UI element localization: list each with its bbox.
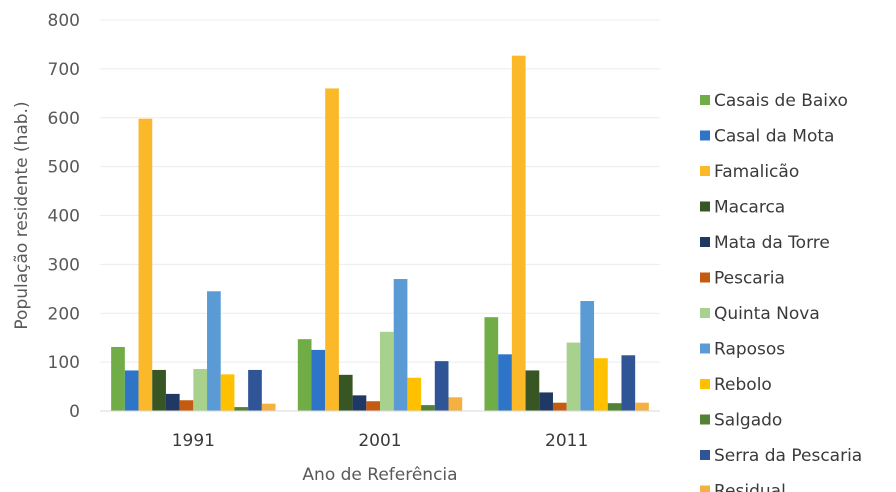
legend-label: Quinta Nova: [714, 304, 820, 324]
legend-label: Mata da Torre: [714, 233, 830, 253]
y-tick-label: 400: [48, 207, 80, 227]
bar: [248, 369, 262, 411]
bar: [311, 349, 326, 411]
y-tick-label: 100: [48, 353, 80, 373]
bar: [338, 374, 353, 411]
x-category-label: 1991: [172, 431, 215, 451]
bar: [220, 374, 235, 411]
legend-swatch: [700, 308, 710, 318]
y-tick-label: 300: [48, 255, 80, 275]
y-tick-label: 500: [48, 158, 80, 178]
gridlines: [100, 19, 660, 363]
legend-label: Rebolo: [714, 375, 772, 395]
y-tick-label: 200: [48, 304, 80, 324]
bar: [580, 301, 595, 411]
legend-swatch: [700, 95, 710, 105]
bar: [380, 331, 394, 411]
legend-label: Pescaria: [714, 269, 785, 289]
legend-swatch: [700, 379, 710, 389]
y-tick-label: 700: [48, 60, 80, 80]
legend-label: Casal da Mota: [714, 127, 834, 147]
legend-swatch: [700, 272, 710, 283]
bar: [421, 405, 435, 411]
bar: [179, 400, 194, 411]
legend-swatch: [700, 343, 710, 354]
bar: [511, 55, 526, 412]
x-axis-title: Ano de Referência: [302, 465, 457, 485]
y-tick-label: 600: [48, 109, 80, 129]
y-axis-ticks: 0 100 200 300 400 500 600 700 800: [48, 11, 80, 422]
legend-swatch: [700, 166, 710, 176]
legend-label: Macarca: [714, 198, 785, 218]
legend-label: Residual: [714, 482, 786, 492]
bar: [261, 403, 276, 411]
legend-label: Serra da Pescaria: [714, 446, 862, 466]
bar: [366, 401, 380, 411]
y-tick-label: 0: [69, 402, 80, 422]
bar: [297, 339, 312, 411]
y-axis-title: População residente (hab.): [12, 101, 32, 329]
bar: [552, 402, 567, 411]
legend-label: Casais de Baixo: [714, 91, 848, 111]
bar: [207, 291, 221, 411]
legend-swatch: [700, 201, 710, 212]
bar: [525, 370, 540, 411]
bar: [434, 361, 449, 411]
bar: [407, 377, 422, 411]
bar: [498, 354, 512, 411]
bar: [124, 370, 139, 411]
bar: [594, 358, 608, 411]
legend-label: Raposos: [714, 340, 785, 360]
bar: [448, 397, 463, 411]
bar: [165, 393, 180, 411]
legend-label: Famalicão: [714, 162, 799, 182]
legend-swatch: [700, 414, 710, 425]
legend-label: Salgado: [714, 411, 782, 431]
bar: [325, 88, 339, 412]
bar: [138, 118, 153, 411]
bar: [352, 395, 367, 411]
legend-swatch: [700, 130, 710, 141]
bar: [607, 403, 622, 411]
legend: Casais de Baixo Casal da Mota Famalicão Mac…: [700, 91, 862, 492]
bar: [152, 369, 166, 411]
bar: [621, 355, 636, 411]
x-category-label: 2001: [358, 431, 401, 451]
x-axis-categories: 1991 2001 2011: [172, 431, 589, 451]
legend-swatch: [700, 237, 710, 247]
bars: [111, 55, 649, 412]
bar: [566, 342, 581, 411]
bar: [234, 407, 249, 411]
bar: [393, 279, 408, 411]
bar: [484, 317, 499, 411]
y-tick-label: 800: [48, 11, 80, 31]
legend-swatch: [700, 485, 710, 492]
bar: [111, 346, 125, 411]
bar: [635, 402, 649, 411]
bar: [539, 392, 553, 411]
x-category-label: 2011: [545, 431, 588, 451]
bar: [193, 368, 208, 411]
legend-swatch: [700, 450, 710, 460]
